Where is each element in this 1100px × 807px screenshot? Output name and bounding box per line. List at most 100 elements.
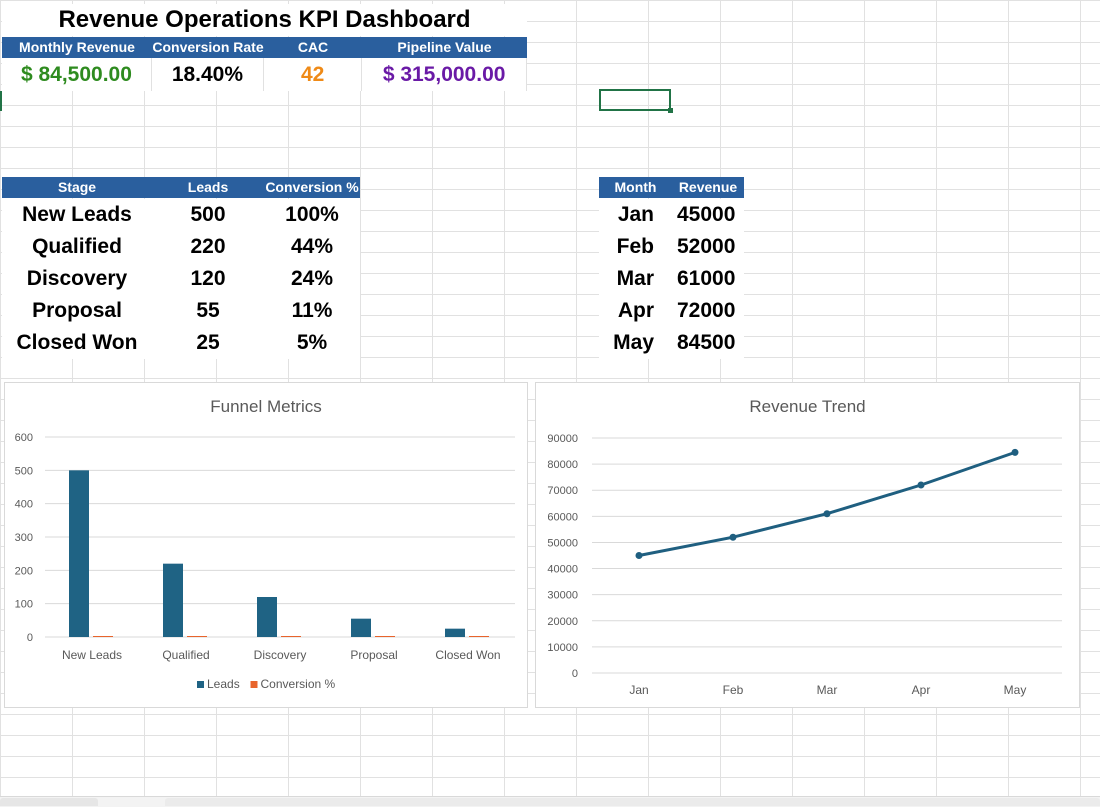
table-cell[interactable]: 55 xyxy=(196,299,220,322)
table-cell[interactable]: 45000 xyxy=(677,203,736,226)
funnel-table-body: New Leads 500 100% Qualified 220 44% Dis… xyxy=(2,199,360,359)
x-tick-label: Closed Won xyxy=(435,648,500,662)
revenue-trend-chart[interactable]: Revenue Trend 0 10000 20000 30000 40000 50000… xyxy=(535,382,1080,708)
y-tick-label: 0 xyxy=(572,668,578,680)
legend-label: Leads xyxy=(207,677,240,691)
y-tick-label: 10000 xyxy=(547,642,578,654)
x-tick-label: Mar xyxy=(817,683,838,697)
bar-leads xyxy=(351,618,371,637)
table-cell[interactable]: May xyxy=(613,331,654,354)
y-tick-label: 600 xyxy=(15,432,33,444)
table-cell[interactable]: 61000 xyxy=(677,267,736,290)
kpi-header-row: Monthly Revenue Conversion Rate CAC Pipe… xyxy=(2,37,527,58)
chart-title: Funnel Metrics xyxy=(210,397,322,416)
data-point xyxy=(635,552,643,559)
y-tick-label: 300 xyxy=(15,532,33,544)
data-point xyxy=(1011,448,1019,456)
y-tick-label: 30000 xyxy=(547,590,578,602)
series-line xyxy=(638,450,1016,557)
table-cell[interactable]: 500 xyxy=(190,203,226,226)
table-cell[interactable]: Closed Won xyxy=(16,331,138,354)
bar-conversion xyxy=(187,636,207,637)
bar-conversion xyxy=(375,636,395,637)
x-tick-label: Proposal xyxy=(350,648,397,662)
selected-cell[interactable] xyxy=(599,89,671,111)
table-cell[interactable]: Qualified xyxy=(32,235,122,258)
table-cell[interactable]: Mar xyxy=(616,267,654,290)
table-cell[interactable]: 24% xyxy=(290,267,334,290)
funnel-header-stage: Stage xyxy=(57,179,97,195)
bar-conversion xyxy=(469,636,489,637)
legend-swatch xyxy=(250,681,258,688)
revenue-header-revenue: Revenue xyxy=(678,179,738,195)
kpi-header-cac: CAC xyxy=(297,39,329,55)
y-tick-label: 500 xyxy=(15,465,33,477)
kpi-header-pipeline-value: Pipeline Value xyxy=(397,39,492,55)
table-cell[interactable]: 84500 xyxy=(677,331,736,354)
x-tick-label: Jan xyxy=(629,683,648,697)
fill-handle[interactable] xyxy=(668,108,673,113)
table-cell[interactable]: Discovery xyxy=(26,267,128,290)
data-point xyxy=(917,481,925,489)
y-tick-label: 0 xyxy=(27,632,33,644)
table-cell[interactable]: Jan xyxy=(617,203,654,226)
data-point xyxy=(823,510,831,518)
chart-title: Revenue Trend xyxy=(749,397,866,416)
revenue-table-header: Month Revenue xyxy=(599,177,744,198)
x-tick-label: May xyxy=(1004,683,1027,697)
y-tick-label: 70000 xyxy=(547,485,578,497)
table-cell[interactable]: Feb xyxy=(616,235,654,258)
table-cell[interactable]: 72000 xyxy=(677,299,736,322)
x-tick-label: New Leads xyxy=(62,648,122,662)
bar-leads xyxy=(163,563,183,637)
horizontal-scrollbar[interactable] xyxy=(165,798,1100,806)
y-tick-label: 20000 xyxy=(547,616,578,628)
table-row: Mar 61000 xyxy=(599,263,744,295)
table-cell[interactable]: 5% xyxy=(296,331,328,354)
sheet-nav-area[interactable] xyxy=(0,798,98,806)
kpi-value-conversion-rate[interactable]: 18.40% xyxy=(152,58,264,91)
kpi-header-conversion-rate: Conversion Rate xyxy=(152,39,264,55)
table-cell[interactable]: 44% xyxy=(290,235,334,258)
x-tick-label: Apr xyxy=(912,683,931,697)
table-row: Apr 72000 xyxy=(599,295,744,327)
kpi-value-pipeline-value[interactable]: $ 315,000.00 xyxy=(362,58,527,91)
table-cell[interactable]: 52000 xyxy=(677,235,736,258)
funnel-table-header: Stage Leads Conversion % xyxy=(2,177,360,198)
table-cell[interactable]: 100% xyxy=(285,203,339,226)
table-cell[interactable]: 220 xyxy=(190,235,226,258)
table-cell[interactable]: New Leads xyxy=(22,203,132,226)
kpi-value-cac[interactable]: 42 xyxy=(264,58,363,91)
revenue-chart-svg: 0 10000 20000 30000 40000 50000 60000 70000 8000… xyxy=(547,433,1062,697)
table-cell[interactable]: 11% xyxy=(291,299,333,322)
table-row: May 84500 xyxy=(599,327,744,359)
table-row: Closed Won 25 5% xyxy=(2,327,360,359)
bar-leads xyxy=(445,628,465,637)
table-cell[interactable]: 120 xyxy=(190,267,226,290)
kpi-header-monthly-revenue: Monthly Revenue xyxy=(19,39,135,55)
x-tick-label: Feb xyxy=(723,683,744,697)
funnel-chart-svg: 0 100 200 300 400 500 600 New Leads Qualified Dis… xyxy=(15,432,515,691)
y-tick-label: 400 xyxy=(15,499,33,511)
table-cell[interactable]: 25 xyxy=(196,331,220,354)
revenue-header-month: Month xyxy=(614,179,657,195)
y-tick-label: 100 xyxy=(15,599,33,611)
bar-leads xyxy=(69,470,89,637)
table-cell[interactable]: Proposal xyxy=(32,299,122,322)
table-cell[interactable]: Apr xyxy=(617,299,654,322)
x-tick-label: Qualified xyxy=(162,648,209,662)
data-point xyxy=(729,533,737,541)
table-row: Jan 45000 xyxy=(599,199,744,231)
dashboard-title: Revenue Operations KPI Dashboard xyxy=(2,4,527,36)
table-row: New Leads 500 100% xyxy=(2,199,360,231)
bar-conversion xyxy=(281,636,301,637)
revenue-table-body: Jan 45000 Feb 52000 Mar 61000 Apr 72000 … xyxy=(599,199,744,359)
table-row: Qualified 220 44% xyxy=(2,231,360,263)
kpi-value-monthly-revenue[interactable]: $ 84,500.00 xyxy=(2,58,152,91)
legend-swatch xyxy=(197,681,204,688)
y-tick-label: 50000 xyxy=(547,537,578,549)
table-row: Proposal 55 11% xyxy=(2,295,360,327)
funnel-metrics-chart[interactable]: Funnel Metrics 0 100 200 300 400 500 600 New Le… xyxy=(4,382,528,708)
bar-conversion xyxy=(93,636,113,637)
y-tick-label: 200 xyxy=(15,565,33,577)
